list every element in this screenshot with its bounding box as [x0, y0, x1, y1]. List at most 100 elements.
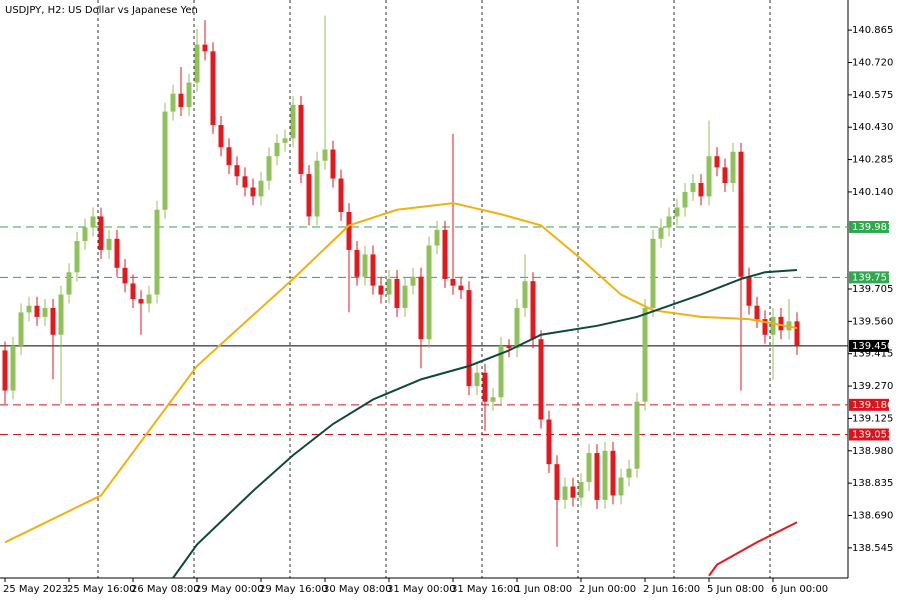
candle-body: [474, 372, 480, 387]
x-tick-label: 31 May 00:00: [387, 584, 456, 595]
candle-body: [122, 267, 128, 284]
candle-body: [306, 174, 312, 217]
candle-body: [186, 82, 192, 108]
candle-body: [498, 345, 504, 398]
candle-body: [706, 156, 712, 197]
candle-body: [442, 229, 448, 279]
price-label-box: [849, 271, 889, 284]
candle-body: [18, 312, 24, 346]
axis-labels: 140.865 140.720 140.575 140.430 140.285 140.1…: [3, 25, 893, 595]
price-label: 139.450: [852, 341, 893, 352]
candle-body: [338, 178, 344, 213]
candle-body: [578, 482, 584, 498]
candle-body: [586, 453, 592, 483]
x-tick-label: 2 Jun 00:00: [579, 584, 636, 595]
candle-body: [722, 167, 728, 183]
candle-body: [162, 111, 168, 210]
candle-body: [594, 453, 600, 500]
moving-average: [708, 521, 798, 577]
candle-body: [738, 151, 744, 277]
candle-body: [290, 104, 296, 139]
candle-body: [538, 339, 544, 420]
candle-body: [602, 450, 608, 500]
candle-body: [66, 272, 72, 295]
candle-body: [714, 156, 720, 168]
candle-body: [74, 241, 80, 273]
price-label-box: [849, 339, 889, 352]
candle-body: [530, 281, 536, 340]
x-tick-label: 25 May 2023: [3, 584, 68, 595]
candle-body: [522, 281, 528, 308]
candle-body: [218, 124, 224, 148]
candle-body: [658, 227, 664, 239]
candle-body: [2, 350, 8, 391]
candle-body: [762, 319, 768, 335]
x-tick-label: 1 Jun 08:00: [515, 584, 572, 595]
candle-body: [26, 305, 32, 313]
candle-body: [98, 216, 104, 250]
candle-body: [242, 176, 248, 188]
x-tick-label: 26 May 08:00: [131, 584, 200, 595]
candle-body: [650, 238, 656, 308]
x-tick-label: 31 May 16:00: [451, 584, 520, 595]
y-tick-label: 140.430: [852, 122, 893, 133]
candle-body: [250, 187, 256, 197]
x-tick-label: 25 May 16:00: [67, 584, 136, 595]
candle-body: [10, 345, 16, 391]
candle-body: [274, 142, 280, 157]
candle-body: [770, 316, 776, 335]
price-label-box: [849, 398, 889, 411]
candle-body: [34, 305, 40, 317]
candle-body: [386, 278, 392, 295]
candle-body: [354, 249, 360, 277]
candle-body: [114, 238, 120, 268]
candle-body: [546, 419, 552, 465]
candle-body: [450, 278, 456, 286]
candle-body: [730, 151, 736, 183]
candle-body: [378, 285, 384, 295]
candle-body: [690, 182, 696, 192]
y-tick-label: 138.835: [852, 478, 893, 489]
candle-body: [754, 305, 760, 320]
candle-body: [330, 149, 336, 179]
candle-body: [554, 464, 560, 500]
x-tick-label: 5 Jun 08:00: [707, 584, 764, 595]
candle-body: [50, 307, 56, 335]
x-tick-label: 29 May 16:00: [259, 584, 328, 595]
x-tick-label: 6 Jun 00:00: [771, 584, 828, 595]
candle-body: [458, 285, 464, 291]
candle-body: [610, 450, 616, 496]
candle-body: [394, 278, 400, 308]
moving-average: [4, 202, 798, 544]
vertical-grid: [97, 0, 771, 578]
candle-body: [362, 254, 368, 277]
candle-body: [570, 486, 576, 498]
y-tick-label: 138.545: [852, 543, 893, 554]
price-label: 139.186: [852, 400, 893, 411]
candle-body: [434, 229, 440, 246]
candle-body: [506, 345, 512, 349]
candle-body: [698, 182, 704, 197]
candle-body: [634, 401, 640, 469]
candle-body: [298, 104, 304, 175]
candle-body: [130, 283, 136, 300]
moving-average: [172, 269, 798, 578]
x-tick-label: 2 Jun 16:00: [643, 584, 700, 595]
candle-body: [42, 307, 48, 317]
candle-body: [794, 321, 800, 346]
y-tick-label: 140.140: [852, 187, 893, 198]
price-label-box: [849, 428, 889, 441]
y-tick-label: 138.690: [852, 511, 893, 522]
candle-body: [666, 216, 672, 228]
candle-body: [234, 165, 240, 177]
price-label-box: [849, 220, 889, 233]
candle-body: [194, 44, 200, 83]
price-label: 139.757: [852, 272, 893, 283]
y-tick-label: 140.285: [852, 155, 893, 166]
candle-body: [514, 307, 520, 349]
y-tick-label: 140.575: [852, 90, 893, 101]
candle-body: [418, 276, 424, 340]
candle-body: [562, 486, 568, 500]
plot-area: [0, 15, 848, 578]
